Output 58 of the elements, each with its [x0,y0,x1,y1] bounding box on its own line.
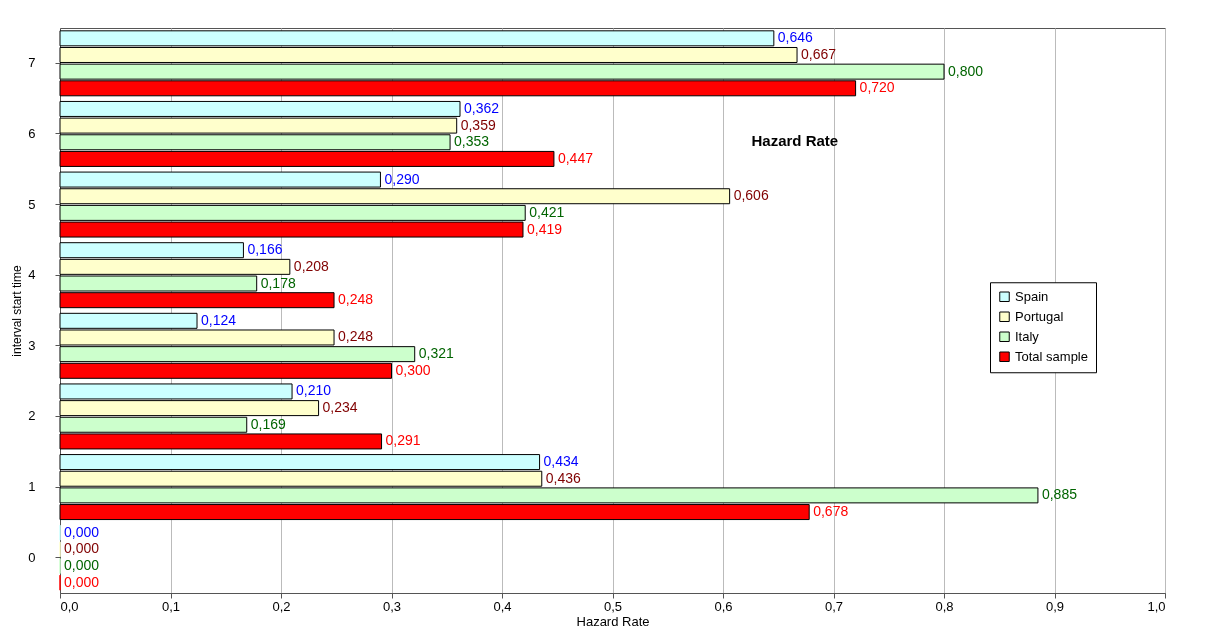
data-label: 0,606 [733,187,769,204]
y-tick-label: 5 [28,196,36,212]
data-label: 0,646 [777,29,814,46]
data-label: 0,124 [201,311,237,328]
x-tick-label: 0,9 [1045,598,1065,614]
data-label: 0,248 [338,291,374,308]
data-label: 0,000 [64,557,100,574]
data-label: 0,000 [64,540,100,557]
data-label: 0,359 [460,116,496,133]
x-tick-label: 1,0 [1147,598,1166,614]
data-label: 0,885 [1041,486,1078,503]
data-label: 0,436 [545,469,582,486]
legend-label: Spain [1015,288,1049,304]
x-tick-label: 0,5 [603,598,623,614]
data-label: 0,290 [384,170,420,187]
data-label: 0,210 [296,382,332,399]
data-label: 0,178 [260,274,296,291]
data-label: 0,000 [64,573,100,590]
data-label: 0,800 [948,62,984,79]
text: Hazard Rate [751,132,839,149]
data-label: 0,362 [464,99,500,116]
legend-label: Total sample [1015,348,1088,364]
data-label: 0,678 [813,503,849,520]
x-tick-label: 0,4 [493,598,512,614]
legend-label: Italy [1015,328,1040,344]
data-label: 0,353 [454,133,490,150]
data-label: 0,419 [526,220,563,237]
x-tick-label: 0,7 [824,598,844,614]
data-label: 0,234 [322,399,358,416]
y-axis-title: interval start time [10,264,25,357]
data-label: 0,321 [418,345,454,362]
data-label: 0,208 [293,257,330,274]
data-label: 0,300 [395,361,431,378]
y-tick-label: 0 [28,549,36,565]
y-tick-label: 2 [28,408,36,424]
x-tick-label: 0,6 [714,598,733,614]
x-tick-label: 0,2 [272,598,291,614]
x-axis-title: Hazard Rate [576,613,650,629]
y-tick-label: 7 [28,55,36,71]
y-tick-label: 6 [28,125,36,141]
y-tick-label: 3 [28,337,36,353]
y-tick-label: 4 [28,267,36,283]
x-tick-label: 0,8 [935,598,954,614]
x-tick-label: 0,0 [60,598,79,614]
data-label: 0,291 [385,432,421,449]
data-label: 0,000 [64,523,100,540]
x-tick-label: 0,1 [161,598,181,614]
data-label: 0,434 [543,453,579,470]
data-label: 0,447 [557,149,594,166]
data-label: 0,169 [250,415,286,432]
data-label: 0,421 [529,203,565,220]
data-label: 0,166 [247,241,283,258]
data-label: 0,248 [338,328,374,345]
data-label: 0,667 [801,45,837,62]
x-tick-label: 0,3 [382,598,402,614]
legend-label: Portugal [1015,308,1064,324]
data-label: 0,720 [859,79,895,96]
y-tick-label: 1 [28,479,36,495]
